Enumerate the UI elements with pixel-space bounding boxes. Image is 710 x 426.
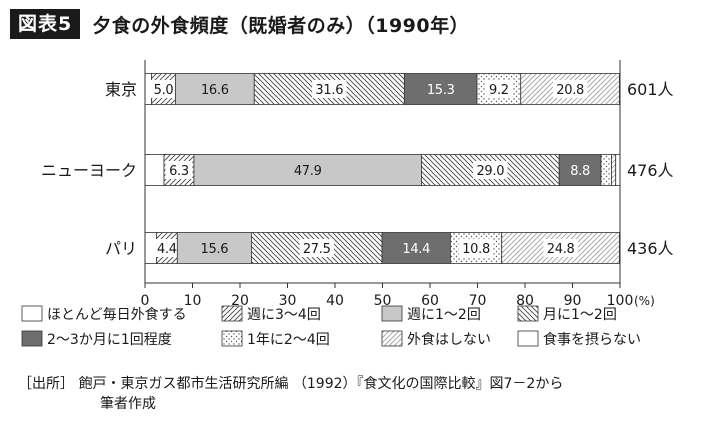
title-row: 図表5 夕食の外食頻度（既婚者のみ）（1990年）: [10, 8, 469, 40]
x-tick-label: 50: [374, 293, 392, 309]
x-tick-label: 40: [326, 293, 344, 309]
x-tick-label: 70: [469, 293, 487, 309]
total-label: 601人: [627, 80, 674, 99]
data-label-bg: [150, 80, 177, 98]
chart-title: 夕食の外食頻度（既婚者のみ）（1990年）: [92, 14, 470, 37]
category-label: 東京: [105, 80, 137, 99]
legend-label: 食事を摂らない: [543, 331, 641, 348]
x-tick-label: 100: [607, 293, 634, 309]
total-label: 476人: [627, 161, 674, 180]
bar-segment: [176, 232, 252, 264]
data-label: 15.3: [427, 83, 455, 98]
bar-segment: [144, 154, 165, 186]
data-label: 31.6: [315, 83, 343, 98]
data-label: 15.6: [200, 242, 228, 257]
category-label: ニューヨーク: [41, 161, 137, 180]
data-label: 47.9: [294, 164, 322, 179]
data-label-bg: [473, 161, 508, 179]
legend: ほとんど毎日外食する 週に3～4回 週に1～2回 月に1～2回 2～3か月に1回程度 1年…: [21, 305, 641, 348]
source-line-1: ［出所］ 飽戸・東京ガス都市生活研究所編 （1992）『食文化の国際比較』図7－…: [18, 376, 564, 392]
total-label: 436人: [627, 239, 674, 258]
x-tick-label: 90: [564, 293, 582, 309]
legend-swatch: [221, 305, 243, 322]
legend-label: ほとんど毎日外食する: [47, 306, 187, 323]
data-label-bg: [312, 80, 347, 98]
axes: 0 10 20 30 40 50 60 70 80 90 100 (%): [141, 60, 655, 309]
source-note: ［出所］ 飽戸・東京ガス都市生活研究所編 （1992）『食文化の国際比較』図7－…: [18, 374, 698, 414]
data-label: 6.3: [169, 164, 189, 179]
bar-segment: [615, 154, 621, 186]
x-tick-label: 0: [141, 293, 150, 309]
category-label: パリ: [105, 239, 137, 258]
data-label-bg: [153, 239, 181, 257]
data-label: 5.0: [154, 83, 174, 98]
legend-swatch: [381, 305, 403, 322]
legend-swatch: [221, 330, 243, 347]
x-unit-label: (%): [634, 294, 655, 308]
legend-label: 月に1～2回: [543, 307, 617, 323]
legend-label: 外食はしない: [407, 331, 491, 348]
legend-swatch: [517, 305, 539, 322]
legend-swatch: [21, 305, 43, 322]
figure-label: 図表5: [10, 9, 81, 39]
bar-segment: [600, 154, 612, 186]
data-label-bg: [299, 239, 334, 257]
x-tick-label: 30: [279, 293, 297, 309]
legend-label: 1年に2～4回: [247, 332, 330, 348]
data-label-bg: [552, 80, 588, 98]
data-label: 29.0: [476, 164, 504, 179]
data-label: 4.4: [157, 242, 177, 257]
bar-segment: [381, 232, 451, 264]
x-tick-label: 60: [421, 293, 439, 309]
data-label: 24.8: [547, 242, 575, 257]
data-label: 27.5: [303, 242, 331, 257]
legend-label: 2～3か月に1回程度: [47, 332, 172, 348]
x-tick-label: 10: [184, 293, 202, 309]
data-label-bg: [165, 161, 193, 179]
bar-segment: [174, 73, 255, 105]
legend-label: 週に3～4回: [247, 307, 321, 323]
data-label: 9.2: [489, 83, 509, 98]
legend-swatch: [381, 330, 403, 347]
data-label-bg: [543, 239, 578, 257]
x-tick-label: 80: [516, 293, 534, 309]
bar-segment: [558, 154, 602, 186]
bar-segment: [403, 73, 478, 105]
data-label: 10.8: [462, 242, 490, 257]
source-line-2: 筆者作成: [100, 396, 156, 412]
legend-swatch: [517, 330, 539, 347]
bar-segment: [611, 154, 617, 186]
data-label: 8.8: [570, 164, 590, 179]
x-tick-label: 20: [231, 293, 249, 309]
data-label-bg: [485, 80, 513, 98]
data-label: 20.8: [556, 83, 584, 98]
legend-label: 週に1～2回: [407, 307, 481, 323]
data-label: 16.6: [201, 83, 229, 98]
legend-swatch: [21, 330, 43, 347]
data-label: 14.4: [402, 242, 430, 257]
data-label-bg: [458, 239, 494, 257]
